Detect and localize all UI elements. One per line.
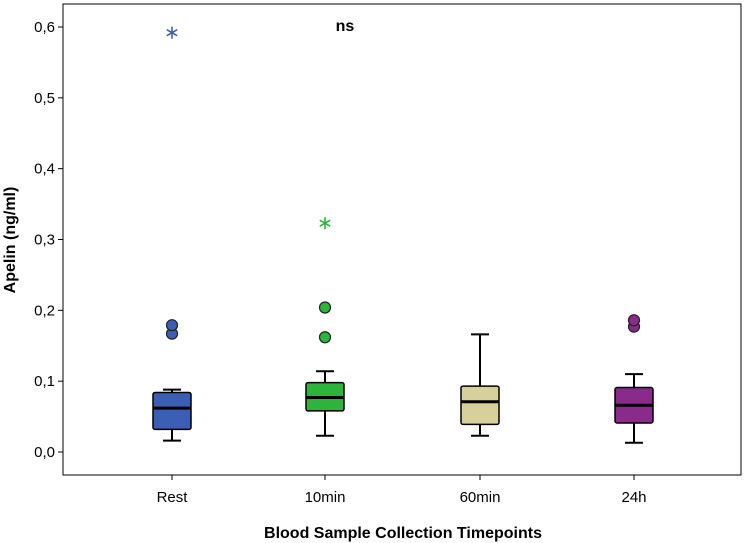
box-60min bbox=[460, 333, 500, 437]
extreme-point-stroke bbox=[319, 219, 331, 227]
outlier-point bbox=[318, 331, 332, 344]
x-tick-label: 24h bbox=[621, 489, 646, 506]
outlier-point bbox=[627, 314, 641, 327]
x-tick-label: 60min bbox=[460, 489, 501, 506]
y-tick-label: 0,4 bbox=[34, 161, 55, 178]
y-tick-label: 0,0 bbox=[34, 444, 55, 461]
y-axis: 0,0 0,1 0,2 0,3 0,4 0,5 0,6 bbox=[34, 19, 63, 461]
y-tick-label: 0,5 bbox=[34, 90, 55, 107]
x-tick-label: Rest bbox=[157, 489, 189, 506]
significance-annotation: ns bbox=[336, 18, 355, 35]
extreme-point bbox=[166, 26, 178, 39]
extreme-point bbox=[319, 217, 331, 230]
box-rest bbox=[152, 26, 192, 442]
x-axis-title: Blood Sample Collection Timepoints bbox=[264, 525, 542, 542]
y-axis-title: Apelin (ng/ml) bbox=[2, 187, 19, 294]
outlier-point bbox=[318, 301, 332, 314]
x-tick-label: 10min bbox=[305, 489, 346, 506]
box-10min bbox=[305, 217, 345, 437]
iqr-box bbox=[460, 385, 500, 426]
box-group bbox=[152, 26, 654, 444]
y-tick-label: 0,6 bbox=[34, 19, 55, 36]
y-tick-label: 0,3 bbox=[34, 232, 55, 249]
iqr-box bbox=[152, 391, 192, 431]
y-tick-label: 0,1 bbox=[34, 373, 55, 390]
extreme-point-stroke bbox=[166, 28, 178, 37]
y-tick-label: 0,2 bbox=[34, 302, 55, 319]
outlier-point bbox=[165, 319, 179, 332]
x-axis: Rest 10min 60min 24h bbox=[157, 475, 647, 506]
box-24h bbox=[614, 314, 654, 444]
